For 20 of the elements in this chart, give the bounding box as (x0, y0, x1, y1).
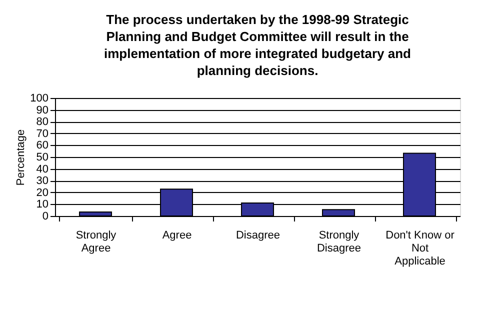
y-tick-label: 0 (42, 210, 48, 222)
x-tick-label: Strongly Agree (76, 230, 117, 254)
y-tick-label: 40 (36, 163, 48, 176)
y-tick-label: 10 (36, 198, 48, 211)
y-tick-label: 70 (36, 128, 48, 140)
bar (322, 209, 355, 216)
y-tick-label: 30 (36, 175, 48, 188)
y-tick-label: 20 (36, 186, 48, 199)
y-tick-label: 80 (36, 116, 48, 128)
y-tick-label: 50 (36, 152, 48, 164)
y-tick-label: 90 (36, 104, 48, 116)
x-tick-label: Agree (162, 230, 192, 242)
y-tick-label: 60 (36, 140, 48, 152)
y-tick-label: 100 (30, 92, 48, 104)
x-tick-label: Don't Know or Not Applicable (386, 230, 455, 268)
chart-title: The process undertaken by the 1998-99 Strategic Planning and Budget Committee will result in the implementation of more integrated budgetary and planning decisions. (104, 12, 412, 78)
x-tick-label: Strongly Disagree (316, 230, 362, 254)
x-tick-label: Disagree (236, 230, 280, 242)
y-axis-title: Percentage (15, 129, 28, 186)
bar (79, 211, 112, 216)
